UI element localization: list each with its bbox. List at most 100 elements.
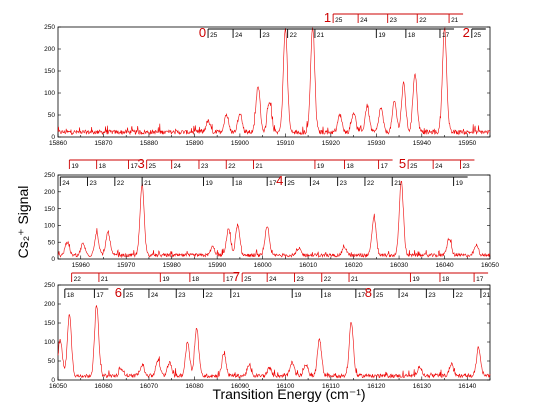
progression-tick-label: 23 (462, 163, 470, 170)
progression-tick-label: 19 (456, 180, 464, 187)
progression-label: 6 (115, 285, 122, 300)
y-tick-label: 250 (44, 172, 55, 179)
progression-tick-label: 21 (351, 276, 359, 283)
panel-top: 0 50 100 150 200 250 15860 15870 15880 15890 15900… (44, 10, 491, 147)
progression-tick-label: 24 (174, 163, 182, 170)
x-tick-label: 16140 (458, 383, 476, 390)
progression-label: 8 (365, 285, 372, 300)
progression-tick-label: 23 (262, 32, 270, 39)
y-tick-label: 50 (48, 112, 56, 119)
x-tick-label: 16060 (94, 383, 112, 390)
y-tick-label: 150 (44, 320, 55, 327)
y-tick-label: 100 (44, 90, 55, 97)
progression-tick-label: 19 (378, 32, 386, 39)
progression-tick-label: 22 (367, 180, 375, 187)
x-tick-label: 15870 (94, 140, 112, 147)
progression-tick-label: 17 (96, 292, 104, 299)
progression-tick-label: 25 (210, 32, 218, 39)
spectrum-line (57, 180, 491, 259)
x-tick-label: 15880 (140, 140, 158, 147)
progression-tick-label: 21 (317, 32, 325, 39)
progression-label: 2 (463, 25, 470, 40)
progression-tick-label: 24 (401, 292, 409, 299)
progression-tick-label: 19 (206, 180, 214, 187)
x-tick-label: 15900 (231, 140, 249, 147)
y-tick-label: 0 (51, 134, 55, 141)
spectrum-line (57, 305, 491, 379)
progression-tick-label: 23 (340, 180, 348, 187)
progression-tick-label: 23 (90, 180, 98, 187)
progression-tick-label: 21 (451, 17, 459, 24)
progression-tick-label: 18 (99, 163, 107, 170)
progression-label: 7 (233, 269, 240, 284)
y-tick-label: 150 (44, 206, 55, 213)
x-tick-label: 16050 (49, 383, 67, 390)
progression-tick-label: 17 (358, 292, 366, 299)
progression-tick-label: 22 (206, 292, 214, 299)
x-tick-label: 15910 (276, 140, 294, 147)
progression-tick-label: 21 (144, 180, 152, 187)
progression-tick-label: 25 (287, 180, 295, 187)
progression-tick-label: 25 (126, 292, 134, 299)
progression-tick-label: 21 (256, 163, 264, 170)
x-tick-label: 15890 (185, 140, 203, 147)
x-tick-label: 16120 (367, 383, 385, 390)
x-tick-label: 15970 (117, 262, 135, 269)
x-tick-label: 15980 (163, 262, 181, 269)
x-tick-label: 16070 (140, 383, 158, 390)
y-tick-label: 150 (44, 68, 55, 75)
progression-tick-label: 24 (269, 276, 277, 283)
progression-cont: 19 18 17 (68, 159, 143, 170)
progression-tick-label: 24 (235, 32, 243, 39)
progression-tick-label: 25 (244, 276, 252, 283)
y-tick-label: 200 (44, 46, 55, 53)
progression-tick-label: 21 (483, 292, 491, 299)
x-tick-label: 16010 (299, 262, 317, 269)
progression-tick-label: 25 (376, 292, 384, 299)
progression-tick-label: 21 (233, 292, 241, 299)
progression-tick-label: 25 (410, 163, 418, 170)
progression-cont: 24 23 22 21 19 18 17 (59, 176, 282, 187)
x-tick-label: 16000 (254, 262, 272, 269)
progression-cont: 22 21 19 18 17 (71, 272, 238, 283)
progression-0: 0 25 24 23 22 21 19 18 17 (199, 25, 454, 40)
progression-label: 4 (276, 173, 283, 188)
plot-frame (57, 284, 491, 381)
x-tick-label: 15940 (413, 140, 431, 147)
progression-tick-label: 18 (67, 292, 75, 299)
y-tick-label: 250 (44, 282, 55, 289)
progression-tick-label: 17 (476, 276, 484, 283)
progression-tick-label: 17 (269, 180, 277, 187)
x-tick-label: 16100 (276, 383, 294, 390)
y-tick-label: 100 (44, 339, 55, 346)
plot-frame (57, 26, 491, 138)
y-tick-label: 0 (51, 256, 55, 263)
progression-tick-label: 19 (412, 276, 420, 283)
progression-tick-label: 24 (435, 163, 443, 170)
y-tick-label: 50 (48, 358, 56, 365)
progression-tick-label: 23 (201, 163, 209, 170)
y-tick-label: 200 (44, 301, 55, 308)
y-tick-label: 0 (51, 377, 55, 384)
progression-tick-label: 17 (130, 163, 138, 170)
panel-middle: 0 50 100 150 200 250 15960 15970 15980 15990 16000… (44, 156, 499, 269)
progression-cont: 18 17 (64, 288, 109, 299)
x-tick-label: 15860 (49, 140, 67, 147)
progression-label: 1 (324, 10, 331, 25)
progression-6: 6 25 24 23 22 21 19 18 17 (115, 285, 370, 300)
progression-2: 2 25 (463, 25, 486, 40)
x-tick-label: 16050 (481, 262, 499, 269)
x-tick-label: 15920 (322, 140, 340, 147)
progression-tick-label: 22 (456, 292, 464, 299)
progression-tick-label: 17 (442, 32, 450, 39)
x-tick-label: 15950 (458, 140, 476, 147)
progression-tick-label: 18 (442, 276, 450, 283)
y-tick-label: 250 (44, 24, 55, 31)
progression-label: 5 (399, 156, 406, 171)
progression-3: 3 25 24 23 22 21 19 18 17 (137, 156, 393, 171)
progression-tick-label: 19 (162, 276, 170, 283)
progression-tick-label: 25 (474, 32, 482, 39)
progression-tick-label: 23 (428, 292, 436, 299)
